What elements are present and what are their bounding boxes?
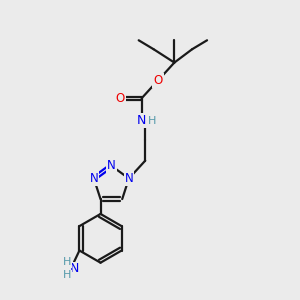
Text: O: O (116, 92, 125, 105)
Text: N: N (137, 114, 146, 127)
Text: O: O (153, 74, 163, 87)
Text: H: H (63, 257, 72, 267)
Text: H: H (148, 116, 156, 125)
Text: N: N (69, 262, 79, 275)
Text: N: N (124, 172, 133, 185)
Text: N: N (107, 159, 116, 172)
Text: N: N (89, 172, 98, 185)
Text: H: H (63, 271, 72, 281)
